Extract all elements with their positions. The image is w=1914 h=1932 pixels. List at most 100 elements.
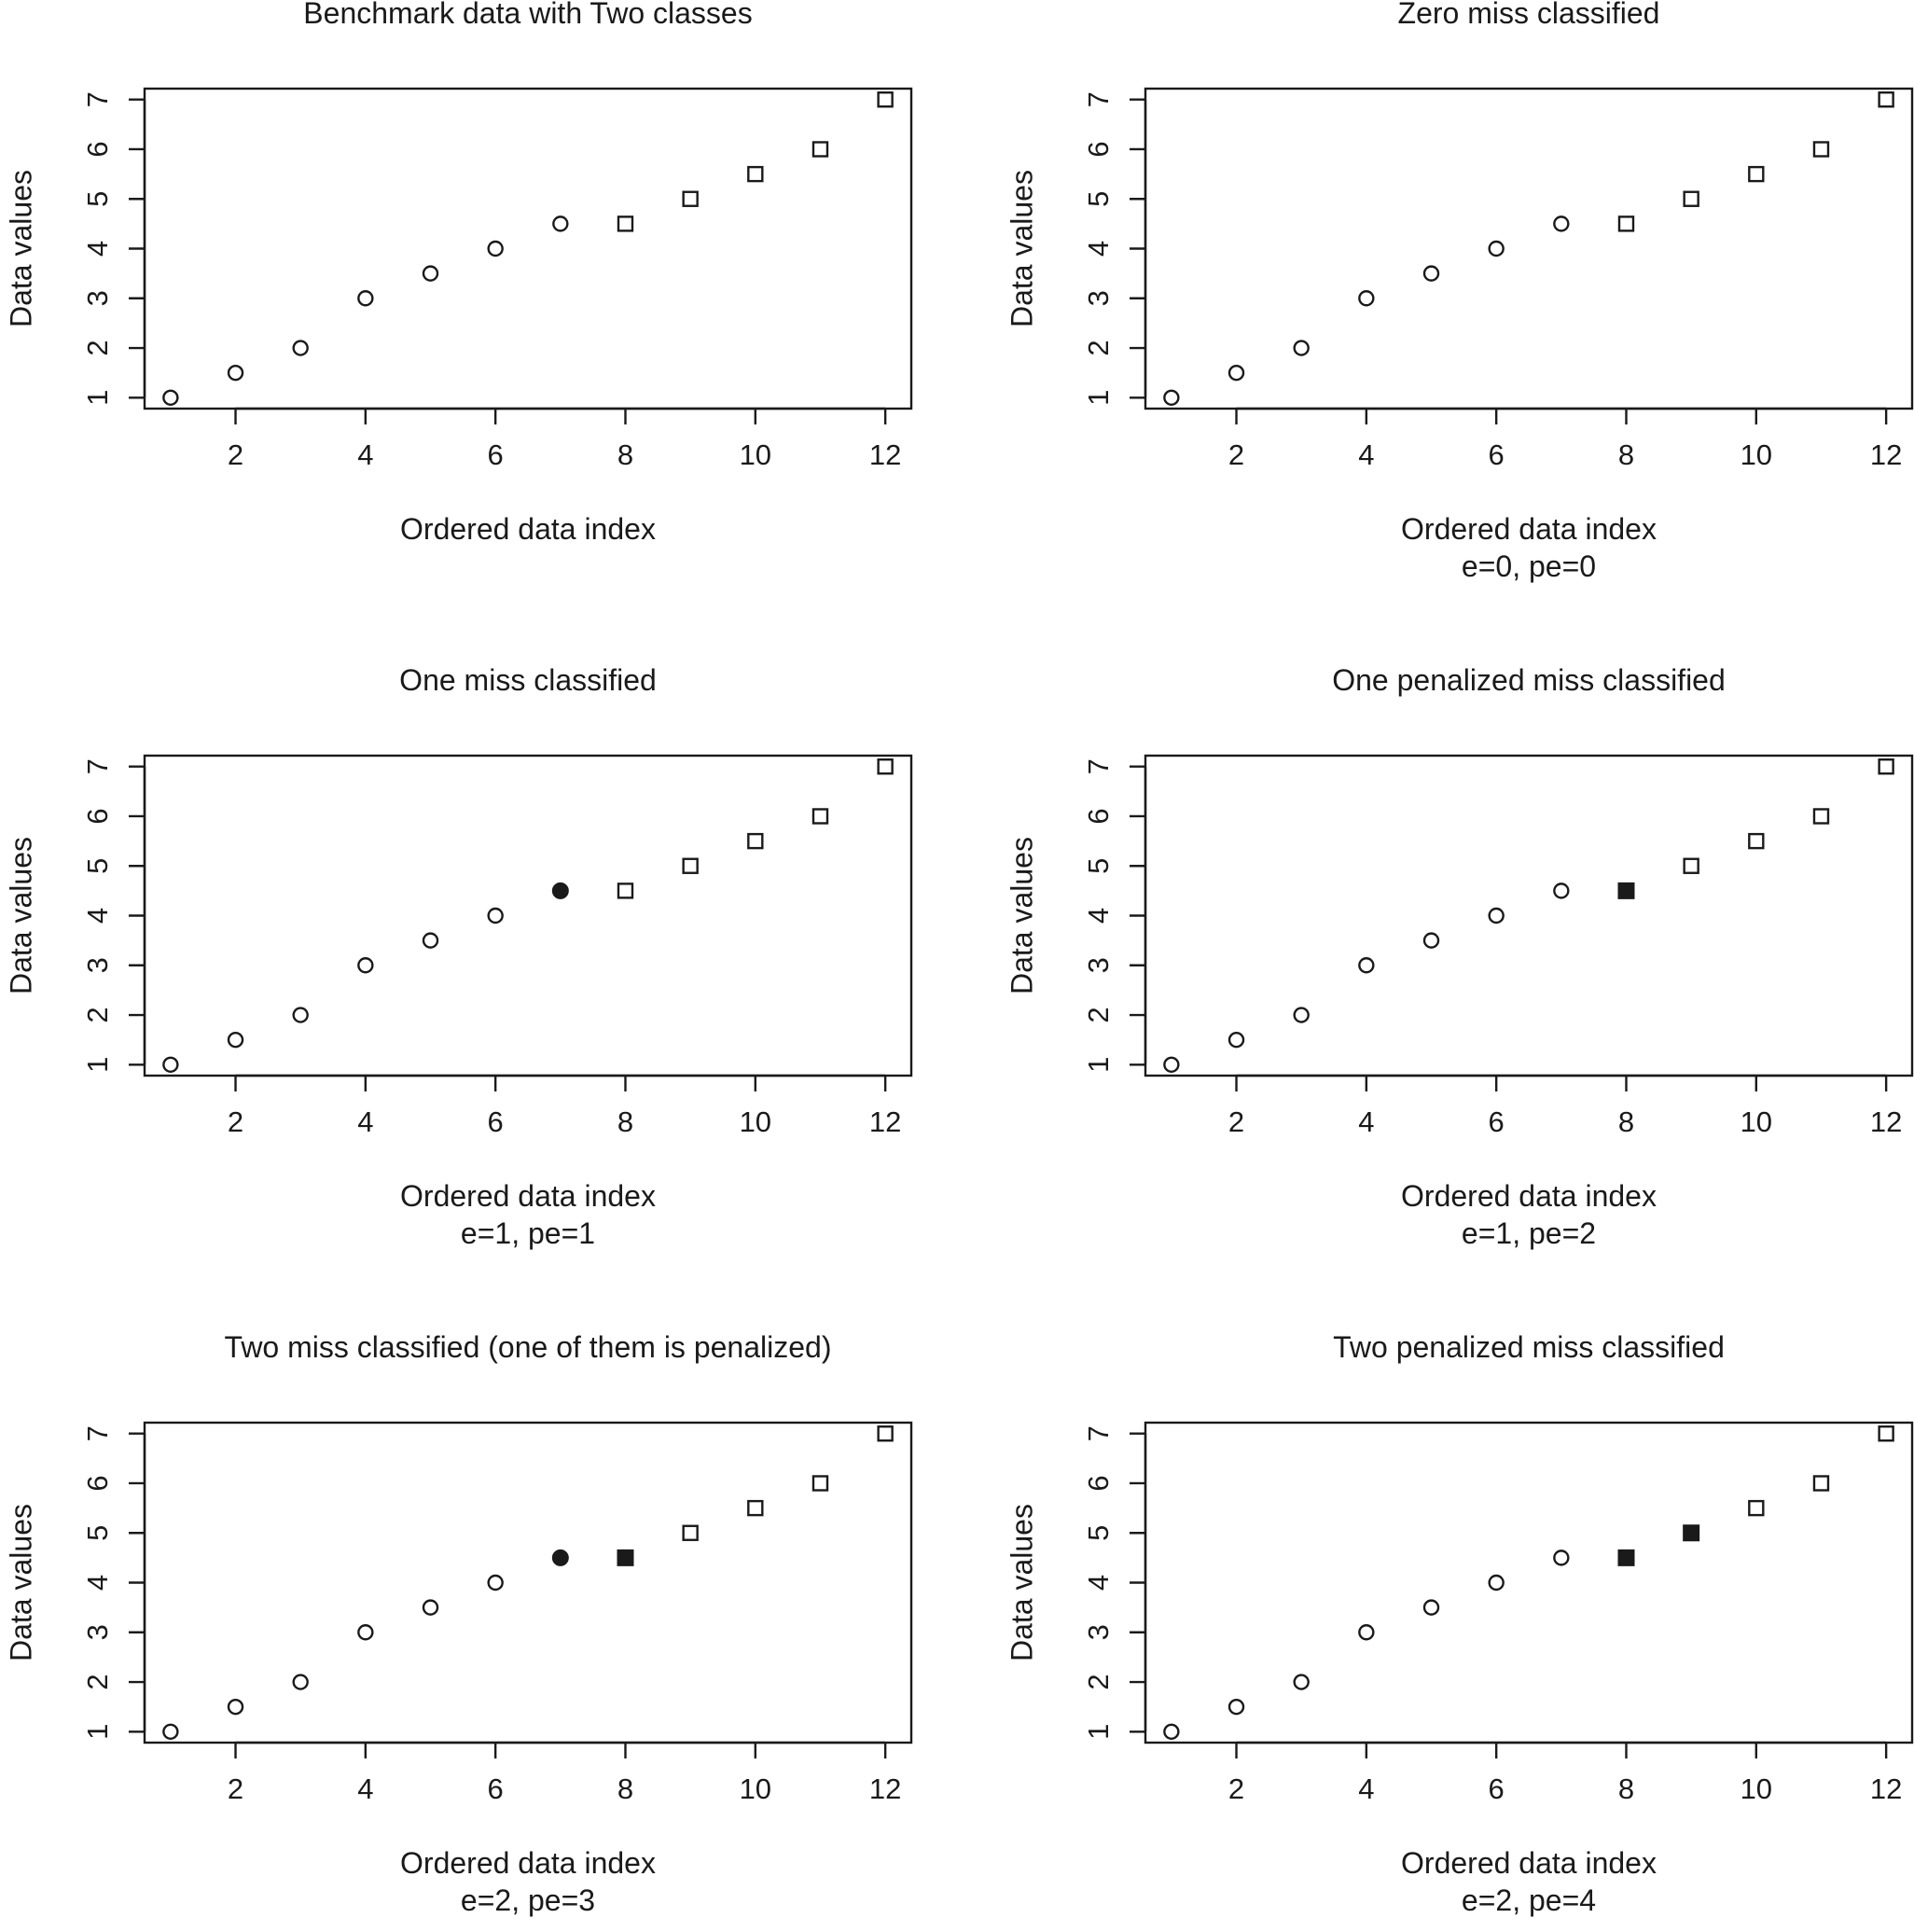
x-axis-label: Ordered data index [1401, 1846, 1657, 1880]
x-tick-label: 4 [1358, 438, 1374, 471]
y-tick-label: 7 [1082, 758, 1115, 774]
y-tick-label: 7 [81, 1425, 114, 1441]
data-point-open-circle [422, 932, 439, 949]
x-tick-label: 10 [740, 438, 771, 471]
x-tick-label: 8 [1618, 1772, 1634, 1805]
data-point-open-circle [1293, 1674, 1310, 1690]
y-tick-label: 1 [1082, 390, 1115, 406]
chart-title: One miss classified [399, 663, 657, 697]
chart-panel-5: Two miss classified (one of them is pena… [4, 1330, 913, 1917]
data-point-open-square [747, 832, 764, 850]
y-tick-label: 1 [81, 1724, 114, 1740]
y-axis-label: Data values [1005, 170, 1038, 327]
y-axis-label: Data values [4, 170, 37, 327]
data-point-open-circle [1358, 290, 1375, 307]
data-point-open-square [1683, 190, 1699, 207]
x-tick-label: 4 [357, 1772, 373, 1805]
y-tick-label: 5 [81, 191, 114, 207]
data-point-filled-square [1683, 1524, 1700, 1542]
data-point-open-circle [1163, 1723, 1180, 1740]
y-tick-label: 7 [81, 758, 114, 774]
chart-title: Zero miss classified [1398, 0, 1660, 30]
y-tick-label: 4 [1082, 908, 1115, 924]
data-point-open-square [1683, 857, 1699, 874]
data-point-open-square [1878, 1425, 1894, 1442]
x-axis-label: Ordered data index [400, 1179, 656, 1213]
data-point-open-circle [1488, 1574, 1505, 1591]
data-point-open-square [1812, 1475, 1830, 1492]
y-tick-label: 5 [81, 858, 114, 874]
data-point-open-square [877, 758, 894, 775]
x-tick-label: 12 [869, 1772, 901, 1805]
data-point-open-square [747, 165, 764, 183]
x-tick-label: 2 [228, 1772, 243, 1805]
x-axis-label: Ordered data index [1401, 1179, 1657, 1213]
data-point-open-square [1748, 1499, 1765, 1517]
x-tick-label: 6 [1489, 1772, 1505, 1805]
y-tick-label: 1 [1082, 1057, 1115, 1073]
data-point-open-circle [1358, 957, 1375, 974]
data-point-open-circle [1422, 1599, 1440, 1616]
y-tick-label: 7 [1082, 91, 1115, 107]
x-tick-label: 10 [740, 1105, 771, 1138]
plot-frame [143, 1421, 913, 1744]
y-tick-label: 1 [81, 390, 114, 406]
data-point-open-square [617, 215, 634, 232]
y-tick-label: 4 [1082, 1575, 1115, 1591]
data-point-filled-square [1617, 882, 1635, 899]
x-tick-label: 6 [488, 438, 504, 471]
x-tick-label: 6 [1489, 438, 1505, 471]
data-point-open-circle [357, 1624, 374, 1641]
data-point-open-circle [1358, 1624, 1375, 1641]
data-point-filled-square [617, 1549, 634, 1566]
y-axis-label: Data values [1005, 837, 1038, 994]
x-axis-label: Ordered data index [400, 1846, 656, 1880]
data-point-open-circle [1553, 1550, 1570, 1566]
y-tick-label: 4 [81, 908, 114, 924]
y-tick-label: 2 [81, 1674, 114, 1689]
y-tick-label: 4 [81, 1575, 114, 1591]
x-tick-label: 12 [1870, 438, 1902, 471]
x-tick-label: 12 [869, 1105, 901, 1138]
y-tick-label: 3 [1082, 1624, 1115, 1640]
x-tick-label: 10 [1741, 1105, 1772, 1138]
x-tick-label: 12 [869, 438, 901, 471]
plot-frame [143, 754, 913, 1077]
x-tick-label: 12 [1870, 1772, 1902, 1805]
data-point-open-circle [487, 240, 504, 257]
data-point-open-circle [292, 340, 309, 356]
data-point-open-circle [1227, 364, 1245, 382]
data-point-open-circle [1553, 215, 1570, 232]
data-point-open-circle [1293, 340, 1310, 356]
data-point-open-circle [1422, 932, 1440, 949]
chart-title: Two penalized miss classified [1333, 1330, 1725, 1364]
data-point-open-circle [162, 1056, 179, 1073]
data-point-open-circle [292, 1674, 309, 1690]
data-point-open-square [1812, 808, 1830, 825]
x-tick-label: 8 [1618, 1105, 1634, 1138]
data-point-filled-square [1617, 1549, 1635, 1566]
data-point-open-circle [1227, 1698, 1245, 1716]
data-point-open-circle [292, 1007, 309, 1023]
data-point-open-circle [162, 1723, 179, 1740]
data-point-open-square [1617, 215, 1635, 232]
data-point-open-square [1878, 91, 1894, 108]
data-point-open-circle [422, 1599, 439, 1616]
chart-title: Benchmark data with Two classes [303, 0, 752, 30]
x-tick-label: 10 [1741, 438, 1772, 471]
data-point-open-circle [422, 265, 439, 282]
data-point-open-circle [1488, 907, 1505, 924]
data-point-open-circle [1227, 1031, 1245, 1049]
y-tick-label: 7 [1082, 1425, 1115, 1441]
data-point-open-square [811, 141, 829, 158]
data-point-open-square [811, 808, 829, 825]
x-tick-label: 6 [488, 1772, 504, 1805]
data-point-open-square [682, 1524, 699, 1541]
x-tick-label: 2 [1228, 1105, 1244, 1138]
x-tick-label: 2 [228, 1105, 243, 1138]
chart-subtitle: e=1, pe=1 [461, 1216, 595, 1250]
plot-frame [1144, 754, 1914, 1077]
